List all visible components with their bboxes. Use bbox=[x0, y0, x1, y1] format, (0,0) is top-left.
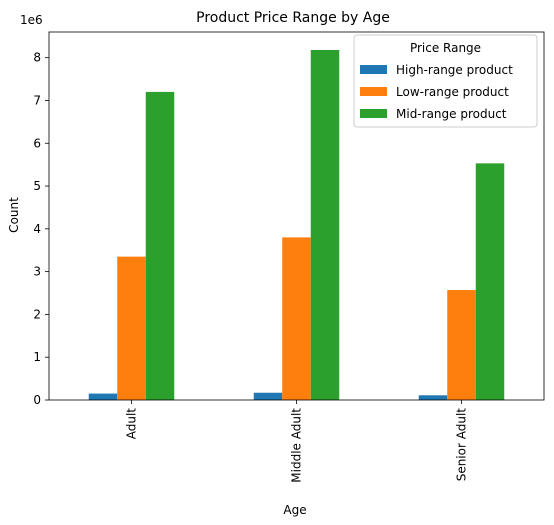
y-tick-label-2: 2 bbox=[33, 307, 41, 321]
bar-high-range-product-middle-adult bbox=[253, 392, 283, 400]
legend-label-0: High-range product bbox=[396, 63, 513, 77]
bar-low-range-product-senior-adult bbox=[447, 290, 476, 400]
y-scale-label: 1e6 bbox=[20, 13, 43, 27]
legend-title: Price Range bbox=[410, 41, 481, 55]
legend-swatch-2 bbox=[360, 109, 387, 118]
x-tick-label-middle-adult: Middle Adult bbox=[290, 408, 304, 483]
y-tick-label-5: 5 bbox=[33, 179, 41, 193]
bar-high-range-product-adult bbox=[88, 393, 118, 400]
x-tick-label-senior-adult: Senior Adult bbox=[455, 408, 469, 482]
bar-low-range-product-adult bbox=[117, 256, 146, 400]
legend-box bbox=[353, 34, 538, 128]
x-tick-label-adult: Adult bbox=[125, 408, 139, 440]
y-tick-label-6: 6 bbox=[33, 136, 41, 150]
bar-mid-range-product-adult bbox=[145, 91, 175, 400]
y-tick-label-1: 1 bbox=[33, 350, 41, 364]
bar-high-range-product-senior-adult bbox=[418, 395, 448, 400]
bar-mid-range-product-senior-adult bbox=[475, 163, 505, 400]
y-tick-label-3: 3 bbox=[33, 265, 41, 279]
y-tick-label-0: 0 bbox=[33, 393, 41, 407]
legend-label-1: Low-range product bbox=[396, 85, 509, 99]
bar-low-range-product-middle-adult bbox=[282, 237, 311, 400]
y-tick-label-7: 7 bbox=[33, 93, 41, 107]
bar-mid-range-product-middle-adult bbox=[310, 49, 340, 400]
legend-label-2: Mid-range product bbox=[396, 107, 507, 121]
legend-swatch-0 bbox=[360, 65, 387, 74]
plot-area: 0 1 2 3 4 5 6 7 8 Adult Middle Adult Senior Adult Pr… bbox=[33, 31, 545, 483]
y-tick-label-8: 8 bbox=[33, 51, 41, 65]
legend-swatch-1 bbox=[360, 87, 387, 96]
y-axis-label: Count bbox=[7, 197, 21, 233]
chart-title: Product Price Range by Age bbox=[196, 10, 390, 26]
y-tick-label-4: 4 bbox=[33, 222, 41, 236]
x-axis-label: Age bbox=[283, 503, 306, 517]
